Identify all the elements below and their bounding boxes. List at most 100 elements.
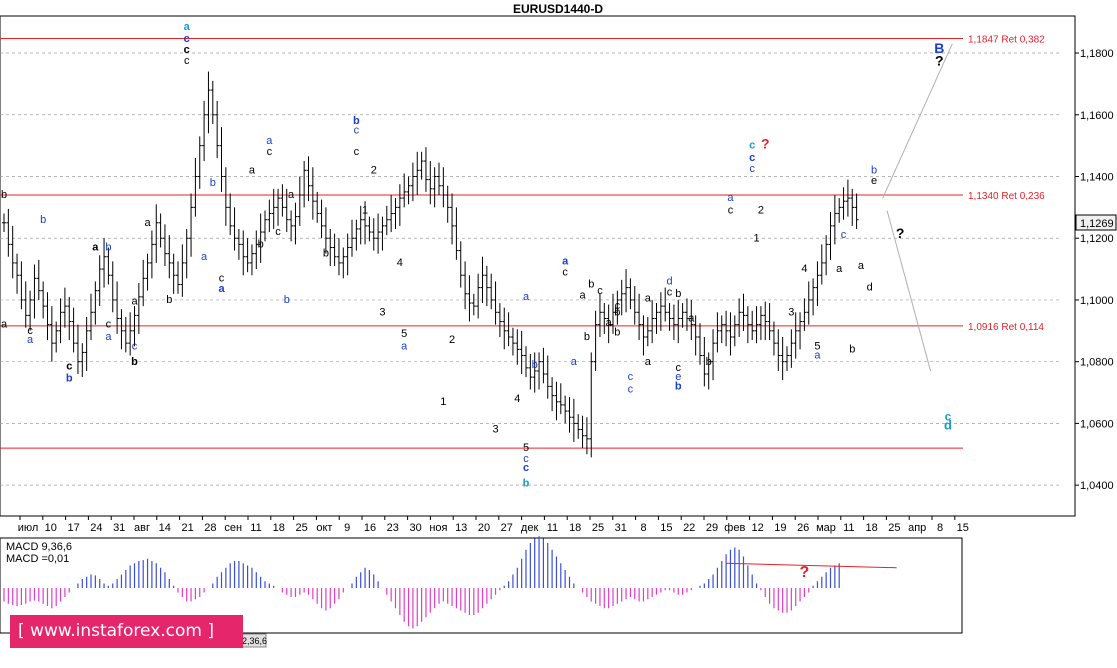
time-tick-label: 9 [344,522,350,534]
wave-label: 1 [440,396,446,408]
wave-label: a [401,340,408,352]
time-tick-label: 19 [774,522,786,534]
time-tick-label: 15 [957,522,969,534]
wave-label: a [288,189,295,201]
time-tick-label: 25 [592,522,604,534]
wave-label: b [210,177,216,189]
wave-label: c [676,362,682,374]
wave-label: 5 [814,340,820,352]
wave-label: 1 [753,232,759,244]
retracement-label: 1,0916 Ret 0,114 [968,322,1044,333]
wave-label: b [584,331,590,343]
current-price-box [1075,214,1117,231]
wave-label: c [184,33,190,45]
wave-label: a [858,260,865,272]
time-tick-label: окт [316,522,332,534]
wave-label: b [675,380,682,392]
wave-label: a [249,164,256,176]
annotations: ???B?cd [761,40,952,581]
wave-label: a [579,289,586,301]
wave-label: b [66,373,73,385]
wave-label: a [836,263,843,275]
wave-label: 2 [758,205,764,217]
time-tick-label: 28 [204,522,216,534]
projection-lines [882,43,953,372]
wave-label: b [131,356,138,368]
wave-label: d [867,282,873,294]
wave-label: 3 [492,424,498,436]
wave-label: b [523,478,530,490]
retracement-label: 1,1340 Ret 0,236 [968,191,1045,202]
wave-label: b [1,189,7,201]
price-axis: 1,0400 1,0600 1,0800 1,1000 1,1200 1,1400 1,16… [1075,48,1114,492]
current-price-marker: 1,1269 [1075,214,1117,231]
price-tick-label: 1,0400 [1080,480,1114,492]
wave-label: c [132,340,138,352]
time-tick-label: фев [724,522,745,534]
wave-label: 5 [523,442,529,454]
wave-label: a [571,356,578,368]
wave-label: e [675,371,681,383]
wave-label: b [105,242,111,254]
time-tick-label: дек [521,522,539,534]
wave-label: b [849,343,855,355]
macd-label-2: MACD =0,01 [6,553,69,565]
wave-label: c [184,55,190,67]
time-tick-label: авг [134,522,150,534]
wave-label: c [354,124,360,136]
wave-label: 3 [788,306,794,318]
wave-label: b [614,306,620,318]
time-tick-label: 21 [181,522,193,534]
wave-label: b [353,115,360,127]
wave-label: 4 [397,257,403,269]
time-tick-label: 12 [751,522,763,534]
time-tick-label: сен [224,522,242,534]
wave-label: c [615,300,621,312]
watermark: [ www.instaforex.com ] [10,615,243,648]
wave-label: c [841,229,847,241]
wave-label: c [523,453,529,465]
wave-label: 2 [449,334,455,346]
wave-label: c [354,146,360,158]
wave-label: b [588,279,594,291]
wave-label: c [66,360,72,372]
wave-label: a [92,242,99,254]
wave-label: c [728,205,734,217]
time-axis: июл 10 17 24 31 авг 14 21 28 сен 11 18 25 окт 9 16 23 30 н… [18,516,969,534]
wave-label: a [105,331,112,343]
wave-label: a [144,217,151,229]
wave-label: c [749,152,755,164]
wave-label: b [532,359,538,371]
watermark-text: www.instaforex.com [30,621,202,641]
wave-label: a [131,296,138,308]
time-tick-label: 10 [45,522,57,534]
wave-label: b [284,294,290,306]
price-tick-label: 1,0600 [1080,418,1114,430]
wave-label: a [523,291,530,303]
wave-label: b [871,164,877,176]
wave-label: a [201,251,208,263]
annotation-question: ? [800,564,810,581]
time-tick-label: 25 [888,522,900,534]
wave-label: 4 [514,393,520,405]
time-tick-label: 14 [159,522,171,534]
time-tick-label: 17 [67,522,79,534]
time-tick-label: 20 [478,522,490,534]
time-tick-label: 25 [295,522,307,534]
time-tick-label: 11 [843,522,854,534]
time-tick-label: мар [816,522,836,534]
wave-label: c [184,44,190,56]
wave-label: b [614,326,620,338]
retracement-label: 1,1847 Ret 0,382 [968,35,1045,46]
wave-label: a [645,356,652,368]
annotation: ? [761,136,770,152]
wave-label: b [258,238,264,250]
wave-label: b [166,294,172,306]
wave-label: d [666,276,672,288]
annotation: c [945,409,952,423]
time-tick-label: 16 [364,522,376,534]
price-tick-label: 1,1400 [1080,171,1114,183]
